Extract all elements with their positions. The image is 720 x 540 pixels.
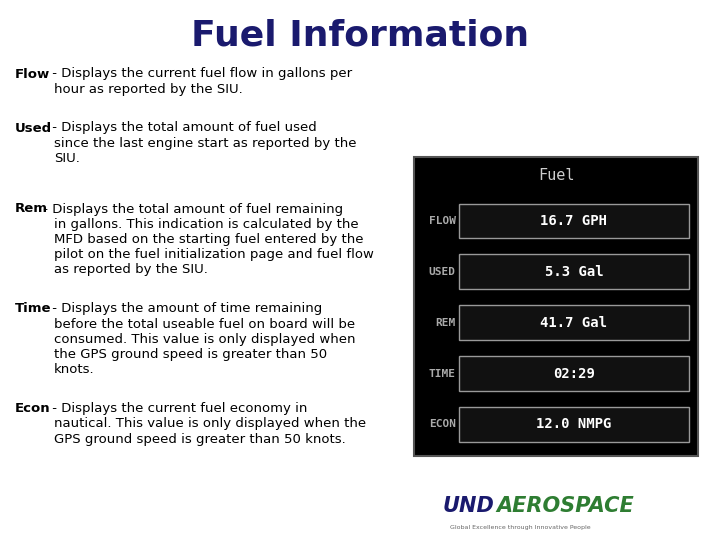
- Text: 5.3 Gal: 5.3 Gal: [544, 265, 603, 279]
- Text: Used: Used: [14, 122, 52, 134]
- Text: as reported by the SIU.: as reported by the SIU.: [54, 263, 208, 276]
- Text: 16.7 GPH: 16.7 GPH: [540, 214, 608, 228]
- Text: 02:29: 02:29: [553, 367, 595, 381]
- Text: - Displays the amount of time remaining: - Displays the amount of time remaining: [48, 302, 322, 315]
- Text: MFD based on the starting fuel entered by the: MFD based on the starting fuel entered b…: [54, 233, 364, 246]
- Text: Fuel: Fuel: [538, 168, 575, 184]
- Text: Fuel Information: Fuel Information: [191, 19, 529, 53]
- FancyBboxPatch shape: [459, 305, 689, 340]
- Text: Rem: Rem: [14, 202, 48, 215]
- Text: TIME: TIME: [429, 368, 456, 379]
- Text: 12.0 NMPG: 12.0 NMPG: [536, 417, 611, 431]
- FancyBboxPatch shape: [459, 356, 689, 391]
- Text: REM: REM: [436, 318, 456, 328]
- Text: before the total useable fuel on board will be: before the total useable fuel on board w…: [54, 318, 355, 330]
- Text: Flow: Flow: [14, 68, 50, 80]
- Text: Econ: Econ: [14, 402, 50, 415]
- Text: - Displays the total amount of fuel used: - Displays the total amount of fuel used: [48, 122, 316, 134]
- Text: 41.7 Gal: 41.7 Gal: [540, 316, 608, 329]
- Text: nautical. This value is only displayed when the: nautical. This value is only displayed w…: [54, 417, 366, 430]
- Text: - Displays the current fuel economy in: - Displays the current fuel economy in: [48, 402, 307, 415]
- Text: UND: UND: [443, 496, 495, 516]
- Text: knots.: knots.: [54, 363, 94, 376]
- Text: - Displays the current fuel flow in gallons per: - Displays the current fuel flow in gall…: [48, 68, 351, 80]
- Text: - Displays the total amount of fuel remaining: - Displays the total amount of fuel rema…: [40, 202, 343, 215]
- Text: USED: USED: [429, 267, 456, 277]
- Text: SIU.: SIU.: [54, 152, 80, 165]
- Text: GPS ground speed is greater than 50 knots.: GPS ground speed is greater than 50 knot…: [54, 433, 346, 446]
- Text: Time: Time: [14, 302, 51, 315]
- Text: AEROSPACE: AEROSPACE: [497, 496, 634, 516]
- FancyBboxPatch shape: [414, 157, 698, 456]
- Text: consumed. This value is only displayed when: consumed. This value is only displayed w…: [54, 333, 356, 346]
- Text: Global Excellence through Innovative People: Global Excellence through Innovative Peo…: [450, 525, 590, 530]
- Text: FLOW: FLOW: [429, 216, 456, 226]
- Text: hour as reported by the SIU.: hour as reported by the SIU.: [54, 83, 243, 96]
- Text: the GPS ground speed is greater than 50: the GPS ground speed is greater than 50: [54, 348, 327, 361]
- Text: in gallons. This indication is calculated by the: in gallons. This indication is calculate…: [54, 218, 359, 231]
- FancyBboxPatch shape: [459, 204, 689, 238]
- Text: ECON: ECON: [429, 420, 456, 429]
- Text: since the last engine start as reported by the: since the last engine start as reported …: [54, 137, 356, 150]
- FancyBboxPatch shape: [459, 254, 689, 289]
- FancyBboxPatch shape: [459, 407, 689, 442]
- Text: pilot on the fuel initialization page and fuel flow: pilot on the fuel initialization page an…: [54, 248, 374, 261]
